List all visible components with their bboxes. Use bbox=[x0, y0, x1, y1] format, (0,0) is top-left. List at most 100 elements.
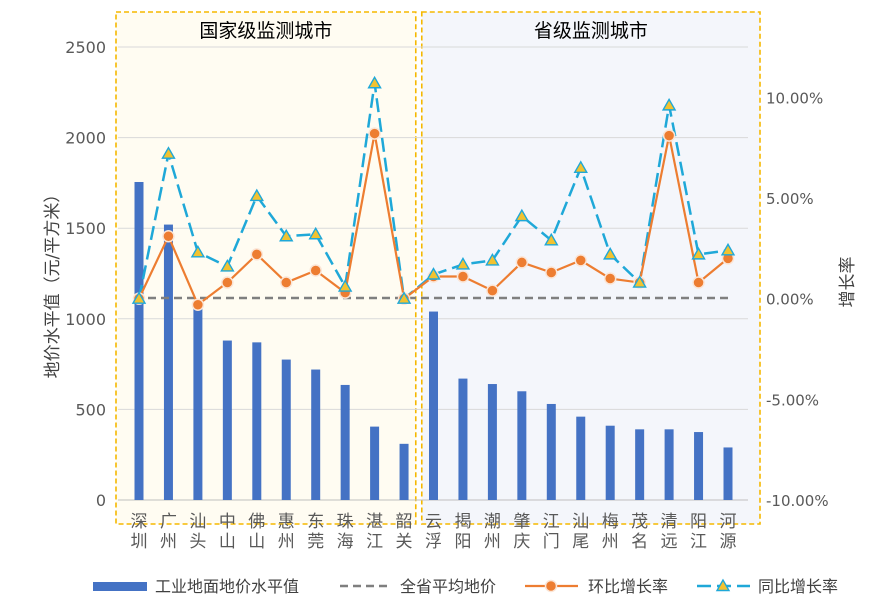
y2-tick-label: 0.00% bbox=[766, 291, 814, 309]
bar bbox=[311, 369, 321, 500]
bar bbox=[399, 443, 409, 500]
y-tick-label: 2500 bbox=[65, 38, 106, 57]
x-tick-label: 东莞 bbox=[307, 512, 324, 552]
x-tick-label: 中山 bbox=[219, 512, 236, 552]
mom-point bbox=[191, 298, 205, 311]
yoy-point bbox=[131, 291, 147, 304]
yoy-point bbox=[602, 246, 618, 260]
y-tick-label: 500 bbox=[75, 400, 106, 419]
yoy-point bbox=[632, 275, 647, 288]
legend-label: 工业地面地价水平值 bbox=[155, 577, 299, 596]
panel-title: 省级监测城市 bbox=[534, 20, 648, 42]
x-tick-label: 潮州 bbox=[484, 512, 501, 552]
y-tick-label: 1000 bbox=[65, 310, 106, 329]
bar bbox=[458, 378, 468, 500]
yoy-point bbox=[367, 75, 382, 89]
y-axis-title: 地价水平值（元/平方米） bbox=[43, 186, 63, 379]
y-tick-label: 0 bbox=[96, 491, 106, 510]
yoy-point bbox=[396, 291, 412, 304]
mom-point bbox=[515, 256, 529, 269]
x-tick-label: 韶关 bbox=[396, 512, 413, 552]
yoy-point bbox=[426, 267, 441, 280]
rate-lines bbox=[131, 75, 736, 311]
yoy-point bbox=[455, 257, 471, 270]
x-tick-label: 汕尾 bbox=[572, 512, 589, 552]
y2-tick-label: -10.00% bbox=[766, 492, 829, 510]
mom-point bbox=[574, 254, 587, 267]
x-tick-label: 汕头 bbox=[189, 512, 206, 552]
yoy-point bbox=[514, 208, 530, 222]
yoy-point bbox=[337, 279, 353, 292]
y2-tick-label: 10.00% bbox=[766, 89, 823, 107]
yoy-point bbox=[308, 226, 323, 240]
mom-point bbox=[162, 230, 175, 243]
x-tick-label: 清远 bbox=[661, 512, 678, 552]
panel-backgrounds bbox=[115, 11, 761, 525]
x-tick-label: 揭阳 bbox=[454, 512, 471, 552]
x-tick-label: 云浮 bbox=[425, 512, 442, 552]
y-tick-label: 2000 bbox=[65, 129, 106, 148]
bar bbox=[546, 403, 556, 500]
legend-swatch-bar bbox=[93, 582, 147, 591]
legend-label: 环比增长率 bbox=[588, 577, 668, 596]
legend-marker-mom bbox=[544, 579, 558, 593]
left-axis: 0 500 1000 1500 2000 2500 bbox=[65, 38, 106, 510]
bar bbox=[222, 340, 232, 500]
x-tick-label: 河源 bbox=[720, 512, 737, 552]
bar bbox=[694, 432, 704, 500]
bar bbox=[576, 416, 586, 500]
mom-point bbox=[221, 276, 234, 289]
bar bbox=[252, 342, 262, 500]
mom-point bbox=[250, 248, 264, 261]
x-tick-label: 肇庆 bbox=[513, 512, 530, 552]
yoy-point bbox=[279, 228, 294, 242]
y-tick-label: 1500 bbox=[65, 219, 106, 238]
bar bbox=[163, 224, 173, 501]
mom-point bbox=[456, 270, 470, 283]
yoy-point bbox=[485, 253, 500, 266]
bar bbox=[517, 391, 527, 500]
yoy-point bbox=[249, 188, 265, 202]
bar bbox=[664, 429, 674, 500]
yoy-point bbox=[661, 97, 677, 111]
x-tick-label: 惠州 bbox=[278, 512, 295, 552]
mom-point bbox=[603, 272, 617, 285]
panel-title: 国家级监测城市 bbox=[199, 20, 332, 42]
yoy-point bbox=[190, 244, 206, 258]
legend-marker-yoy bbox=[715, 578, 731, 592]
legend-label: 同比增长率 bbox=[758, 577, 838, 596]
mom-point bbox=[309, 264, 322, 277]
bar bbox=[487, 384, 497, 500]
mom-point bbox=[692, 276, 705, 289]
mom-point bbox=[486, 284, 499, 297]
bar bbox=[429, 311, 438, 500]
yoy-point bbox=[220, 259, 235, 272]
panel-box-2 bbox=[420, 11, 761, 525]
bar bbox=[134, 181, 144, 500]
x-tick-label: 梅州 bbox=[602, 512, 619, 552]
bar bbox=[340, 384, 350, 500]
x-tick-label: 广州 bbox=[160, 512, 177, 552]
yoy-point bbox=[720, 242, 736, 256]
x-tick-label: 江门 bbox=[543, 512, 560, 552]
y2-tick-label: 5.00% bbox=[766, 190, 814, 208]
bar bbox=[370, 426, 380, 500]
yoy-point bbox=[691, 246, 706, 260]
y2-tick-label: -5.00% bbox=[766, 391, 819, 409]
x-tick-label: 茂名 bbox=[631, 512, 648, 552]
yoy-point bbox=[161, 146, 176, 159]
mom-point bbox=[545, 266, 558, 279]
x-tick-label: 阳江 bbox=[690, 512, 707, 552]
x-tick-label: 湛江 bbox=[366, 512, 383, 552]
panel-titles: 国家级监测城市 省级监测城市 bbox=[199, 20, 648, 42]
bar-series bbox=[134, 181, 733, 501]
legend: 工业地面地价水平值 全省平均地价 环比增长率 同比增长率 bbox=[93, 577, 838, 596]
bar bbox=[635, 429, 645, 500]
bar bbox=[193, 307, 203, 500]
right-axis: -10.00% -5.00% 0.00% 5.00% 10.00% bbox=[766, 89, 829, 510]
yoy-point bbox=[573, 160, 588, 174]
category-axis: 深圳广州汕头中山佛山惠州东莞珠海湛江韶关云浮揭阳潮州肇庆江门汕尾梅州茂名清远阳江… bbox=[131, 512, 737, 552]
x-tick-label: 深圳 bbox=[131, 512, 148, 552]
x-tick-label: 佛山 bbox=[248, 512, 265, 552]
